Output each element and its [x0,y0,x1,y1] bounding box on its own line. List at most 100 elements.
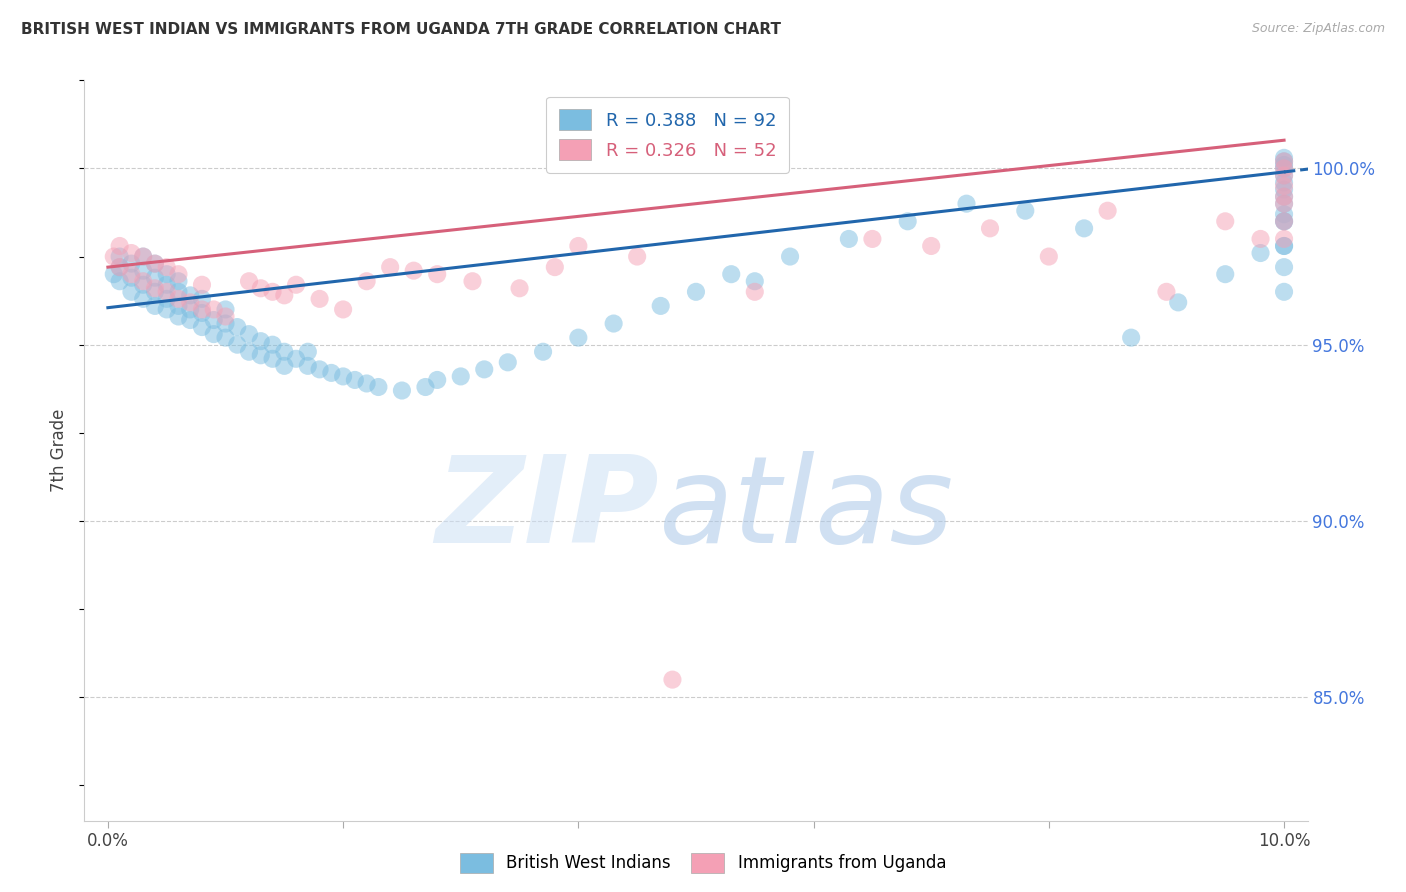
Point [1014,203,1036,218]
Point [955,196,977,211]
Point [838,232,860,246]
Point [860,232,883,246]
Point [402,263,425,277]
Point [1121,331,1143,345]
Point [238,344,260,359]
Point [297,344,319,359]
Point [156,285,179,299]
Legend: British West Indians, Immigrants from Uganda: British West Indians, Immigrants from Ug… [453,847,953,880]
Point [1250,232,1272,246]
Point [120,270,142,285]
Point [1272,214,1295,228]
Text: BRITISH WEST INDIAN VS IMMIGRANTS FROM UGANDA 7TH GRADE CORRELATION CHART: BRITISH WEST INDIAN VS IMMIGRANTS FROM U… [21,22,782,37]
Point [202,313,225,327]
Point [496,355,519,369]
Point [132,250,155,264]
Point [1272,189,1295,203]
Point [321,366,343,380]
Y-axis label: 7th Grade: 7th Grade [51,409,69,492]
Point [1272,179,1295,194]
Point [1272,189,1295,203]
Point [531,344,554,359]
Point [472,362,495,376]
Point [167,285,190,299]
Point [1272,169,1295,183]
Point [120,257,142,271]
Point [544,260,567,274]
Point [1250,246,1272,260]
Point [1272,207,1295,221]
Point [156,292,179,306]
Point [1272,154,1295,169]
Point [1272,183,1295,197]
Point [214,331,236,345]
Point [1272,285,1295,299]
Point [744,274,766,288]
Point [567,239,589,253]
Point [167,292,190,306]
Point [179,313,201,327]
Point [744,285,766,299]
Point [132,292,155,306]
Point [108,260,131,274]
Legend: R = 0.388   N = 92, R = 0.326   N = 52: R = 0.388 N = 92, R = 0.326 N = 52 [546,96,789,173]
Point [1272,239,1295,253]
Point [191,302,214,317]
Point [461,274,484,288]
Point [143,257,166,271]
Point [1272,176,1295,190]
Point [103,267,125,281]
Point [238,274,260,288]
Point [1156,285,1178,299]
Point [120,246,142,260]
Point [1272,196,1295,211]
Point [214,317,236,331]
Point [650,299,672,313]
Point [1167,295,1189,310]
Point [1272,161,1295,176]
Point [108,260,131,274]
Point [167,267,190,281]
Text: Source: ZipAtlas.com: Source: ZipAtlas.com [1251,22,1385,36]
Point [308,292,330,306]
Point [214,310,236,324]
Text: atlas: atlas [659,451,955,568]
Point [391,384,413,398]
Point [262,337,284,351]
Point [920,239,942,253]
Point [661,673,683,687]
Point [214,302,236,317]
Point [1272,169,1295,183]
Point [143,281,166,295]
Point [567,331,589,345]
Point [249,348,271,362]
Point [238,327,260,342]
Point [332,369,354,384]
Point [179,302,201,317]
Point [249,334,271,348]
Point [202,302,225,317]
Point [332,302,354,317]
Point [167,274,190,288]
Point [356,274,378,288]
Point [179,288,201,302]
Point [1272,154,1295,169]
Point [285,277,308,292]
Point [720,267,742,281]
Point [191,277,214,292]
Point [132,277,155,292]
Point [450,369,472,384]
Point [262,351,284,366]
Point [132,250,155,264]
Point [1272,158,1295,172]
Point [415,380,437,394]
Point [108,250,131,264]
Point [1038,250,1060,264]
Point [132,263,155,277]
Point [426,373,449,387]
Point [108,274,131,288]
Point [1272,196,1295,211]
Point [132,274,155,288]
Point [1213,214,1236,228]
Point [226,320,249,334]
